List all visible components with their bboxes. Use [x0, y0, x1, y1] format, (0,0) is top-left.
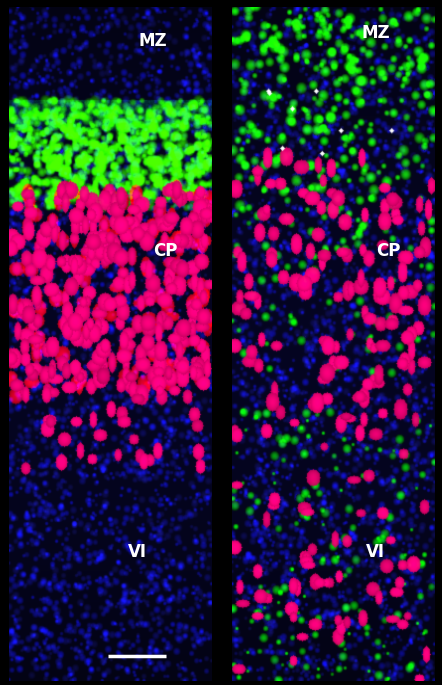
Text: CP: CP — [377, 242, 401, 260]
Text: MZ: MZ — [138, 32, 167, 50]
Text: VI: VI — [366, 543, 385, 561]
Text: CP: CP — [153, 242, 178, 260]
Text: MZ: MZ — [362, 24, 390, 42]
Text: VI: VI — [128, 543, 147, 561]
